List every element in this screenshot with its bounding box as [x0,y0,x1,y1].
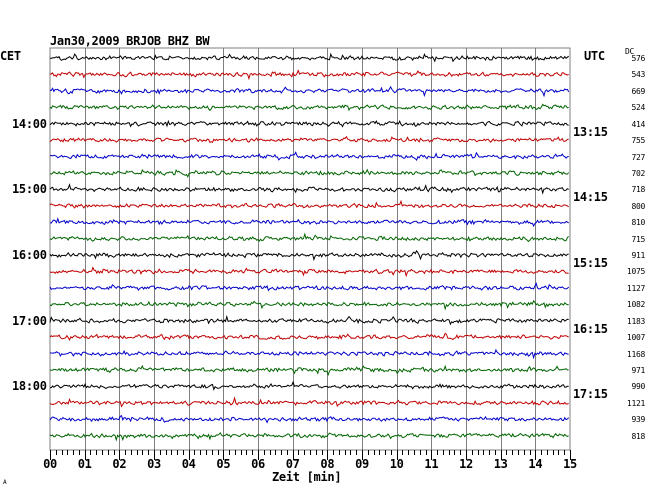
x-tick-label: 09 [355,457,369,471]
trace-row-4 [49,103,569,112]
dc-offset-label: 1075 [626,267,645,277]
trace-row-16 [49,299,569,311]
dc-offset-label: 715 [631,234,645,244]
dc-offset-label: 1183 [626,316,645,326]
trace-row-20 [49,364,569,377]
x-tick-label: 01 [77,457,92,471]
left-time-label: 17:00 [12,313,47,328]
x-tick-label: 11 [424,457,439,471]
dc-offset-label: 524 [631,103,645,113]
trace-row-11 [49,217,570,228]
dc-offset-label: 1168 [626,349,645,359]
dc-offset-label: 576 [631,54,645,63]
trace-row-13 [49,249,569,262]
trace-row-21 [49,380,569,391]
trace-row-6 [49,135,569,143]
trace-row-1 [49,52,570,63]
right-timezone-label: UTC [584,49,605,63]
dc-offset-label: 669 [631,86,645,96]
right-time-label: 15:15 [573,256,608,270]
x-tick-label: 12 [459,457,473,471]
dc-offset-label: 727 [631,152,645,162]
x-tick-label: 02 [112,457,127,471]
chart-title: Jan30,2009 BRJOB BHZ BW [50,34,210,48]
left-time-label: 15:00 [12,182,47,197]
x-tick-label: 00 [43,457,57,471]
dc-offset-label: 543 [631,70,645,80]
right-time-label: 14:15 [573,190,608,205]
dc-header-label: DC [625,47,635,56]
dc-offset-label: 1121 [626,398,645,408]
trace-group [49,52,570,442]
dc-offset-label: 718 [631,185,645,195]
x-tick-label: 15 [563,457,577,471]
dc-offset-label: 755 [631,136,645,146]
left-time-label: 16:00 [12,248,47,262]
right-time-label: 16:15 [573,321,608,336]
left-timezone-label: CET [0,49,21,63]
x-tick-label: 10 [389,457,404,471]
trace-row-3 [49,85,570,98]
dc-offset-label: 818 [631,431,645,441]
dc-offset-label: 702 [631,168,645,178]
dc-offset-label: 971 [631,365,645,375]
dc-offset-label: 810 [631,218,645,228]
x-tick-label: 05 [216,457,231,471]
dc-offset-label: 911 [631,251,645,260]
trace-row-17 [49,314,569,326]
dc-offset-label: 1007 [626,333,645,343]
x-tick-label: 08 [320,457,335,471]
trace-row-12 [49,232,570,243]
x-tick-label: 13 [493,457,508,471]
grid-lines [49,47,571,451]
dc-offset-label: 1127 [626,283,645,293]
trace-row-22 [49,396,569,408]
trace-row-24 [49,432,569,442]
trace-row-2 [49,69,569,81]
left-time-label: 14:00 [12,116,47,131]
trace-row-9 [49,183,569,195]
dc-offset-label: 939 [631,415,645,425]
dc-offset-label: 414 [631,119,645,129]
x-tick-label: 07 [285,457,300,471]
right-time-label: 17:15 [573,387,608,402]
x-tick-label: 14 [528,457,543,471]
trace-row-23 [49,414,570,424]
right-time-label: 13:15 [573,124,608,139]
trace-row-8 [49,168,570,178]
x-axis-ticks [50,450,571,460]
dc-offset-label: 1082 [626,300,645,310]
trace-row-14 [49,266,569,278]
left-time-label: 18:00 [12,379,47,394]
x-tick-label: 06 [251,457,265,471]
trace-row-15 [49,282,570,292]
dc-offset-label: 990 [631,382,645,392]
dc-offset-label: 800 [631,201,645,211]
footer-mark: A [3,479,7,486]
x-tick-label: 04 [181,457,196,471]
trace-row-18 [49,332,569,342]
trace-row-7 [49,151,569,162]
x-tick-label: 03 [147,457,161,471]
trace-row-5 [49,119,569,128]
x-axis-title: Zeit [min] [272,470,342,484]
trace-row-19 [49,348,569,360]
trace-row-10 [49,199,569,209]
